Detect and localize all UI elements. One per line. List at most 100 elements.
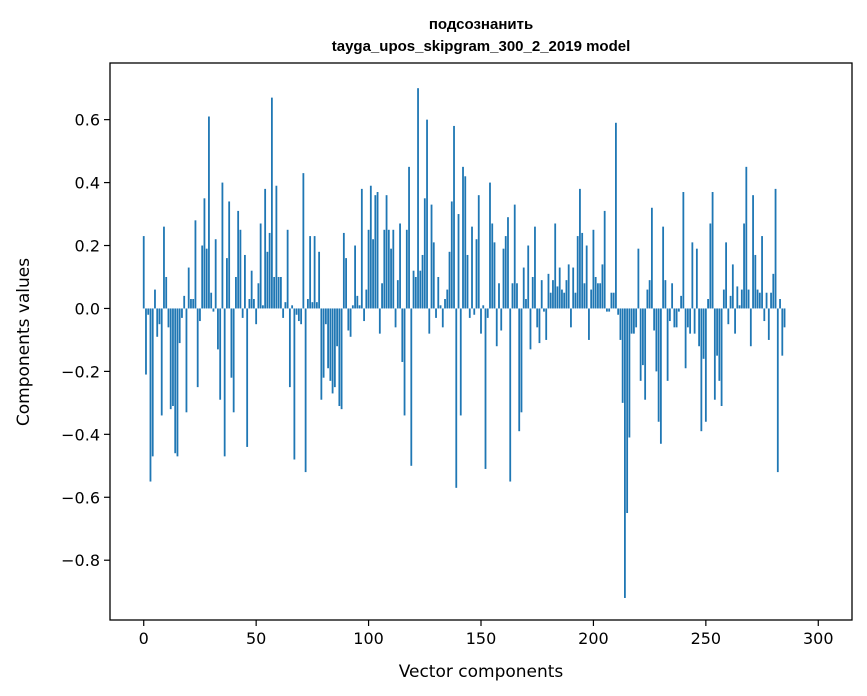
bar-13 [172,308,174,407]
bar-186 [561,289,563,309]
bar-225 [648,280,651,309]
x-tick-label: 100 [353,629,384,648]
bar-263 [734,308,736,334]
bar-49 [253,299,255,309]
bar-223 [644,308,647,400]
bar-136 [448,251,451,309]
bar-238 [677,308,680,312]
bar-191 [572,267,575,309]
bar-168 [520,308,523,413]
bar-85 [333,308,336,388]
bar-278 [767,308,770,340]
bar-29 [208,116,210,309]
bar-178 [543,308,545,312]
bar-150 [480,308,482,334]
bar-83 [329,308,332,381]
bar-207 [608,308,611,312]
bar-22 [192,299,195,309]
bar-274 [758,292,761,309]
bar-151 [482,305,485,309]
bar-214 [624,308,626,598]
bar-126 [426,119,428,309]
bar-172 [529,308,532,350]
bar-266 [740,289,743,309]
bar-179 [545,308,548,340]
bar-219 [635,308,638,328]
bar-139 [455,308,458,488]
bar-10 [165,276,168,309]
bar-252 [709,223,712,309]
bar-108 [385,195,388,309]
bar-205 [603,210,606,309]
bar-184 [556,286,559,309]
bar-277 [765,292,768,309]
bar-112 [394,308,397,328]
bar-282 [776,308,779,473]
bar-133 [441,308,444,328]
bar-117 [405,229,408,309]
bar-93 [351,305,354,309]
bar-156 [493,242,496,309]
bar-176 [538,308,541,344]
bar-123 [419,270,422,309]
bar-258 [722,289,725,309]
bar-169 [522,267,525,309]
bar-269 [747,289,750,309]
bar-96 [358,305,361,309]
chart-title-line-2: tayga_upos_skipgram_300_2_2019 model [332,38,631,55]
x-tick-label: 50 [246,629,266,648]
y-tick-label: −0.6 [61,488,100,507]
bar-181 [549,292,552,309]
bar-70 [300,308,303,325]
bar-12 [169,308,172,410]
bar-79 [320,308,323,400]
bar-264 [736,286,739,309]
bar-86 [336,308,338,347]
bar-119 [410,308,413,466]
bar-213 [621,308,624,403]
bar-115 [401,308,404,362]
bar-259 [725,242,727,309]
bar-270 [749,308,752,347]
bar-68 [295,308,298,315]
bar-127 [428,308,431,334]
bar-216 [628,308,631,438]
bar-18 [183,295,186,309]
bar-182 [552,280,554,309]
bar-43 [239,229,242,309]
bar-33 [217,308,219,350]
bar-232 [664,280,667,309]
bar-113 [396,280,399,309]
bar-268 [745,166,748,309]
bar-248 [700,308,703,432]
bar-74 [309,236,312,309]
bar-161 [504,236,507,309]
bar-281 [774,188,777,309]
bar-220 [637,248,640,309]
bar-32 [214,239,217,309]
bar-159 [500,308,503,331]
bar-153 [486,308,489,318]
bar-280 [772,273,775,309]
bar-91 [347,308,350,331]
bar-129 [432,242,435,309]
bar-62 [282,308,285,318]
bar-71 [302,173,305,309]
bar-61 [279,276,282,309]
bar-40 [232,308,235,413]
bar-283 [779,299,781,309]
bar-253 [711,192,714,309]
bar-78 [318,251,321,309]
bar-102 [372,239,374,309]
bar-4 [151,308,154,457]
bar-34 [219,308,222,400]
chart-title: подсознанить tayga_upos_skipgram_300_2_2… [332,16,631,55]
bar-273 [756,289,759,309]
bar-279 [770,292,772,309]
bar-23 [194,220,197,309]
bar-230 [659,308,662,444]
bar-242 [686,308,689,328]
bar-100 [367,229,370,309]
bar-180 [547,273,550,309]
bar-42 [237,210,240,309]
